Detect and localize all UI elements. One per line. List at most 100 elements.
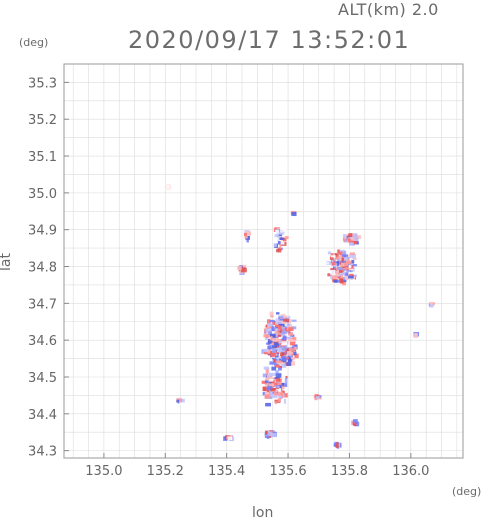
radar-echo-cell bbox=[274, 377, 279, 380]
radar-echo-cell bbox=[271, 345, 277, 348]
radar-echo-cell bbox=[281, 382, 285, 387]
radar-echo-cell bbox=[270, 388, 276, 392]
x-tick-label: 135.4 bbox=[208, 464, 245, 479]
plot-frame bbox=[63, 63, 464, 459]
x-axis-unit: (deg) bbox=[452, 485, 482, 498]
radar-echo-cell bbox=[273, 385, 277, 390]
radar-echo-cell bbox=[286, 337, 289, 342]
radar-echo-cell bbox=[288, 332, 293, 336]
radar-echo-cell bbox=[287, 319, 292, 324]
radar-echo-cell bbox=[285, 315, 288, 320]
radar-echo-cell bbox=[340, 279, 347, 283]
radar-echo-cell bbox=[271, 393, 278, 399]
radar-echo-cell bbox=[275, 229, 279, 234]
radar-echo-cell bbox=[281, 341, 287, 346]
radar-echo-cell bbox=[327, 251, 332, 255]
radar-echo-cell bbox=[266, 379, 272, 385]
radar-echo-cell bbox=[281, 321, 286, 324]
radar-echo-cell bbox=[347, 258, 350, 264]
radar-echo-cell bbox=[264, 432, 270, 435]
radar-echo-cell bbox=[275, 322, 280, 326]
radar-echo-cell bbox=[286, 321, 289, 324]
radar-echo-cell bbox=[270, 335, 273, 341]
radar-echo-cell bbox=[344, 270, 347, 274]
radar-echo-cell bbox=[281, 384, 285, 389]
radar-echo-cell bbox=[340, 255, 344, 259]
radar-echo-cell bbox=[278, 340, 282, 344]
radar-echo-cell bbox=[266, 375, 272, 380]
radar-echo-cell bbox=[179, 400, 185, 405]
radar-echo-cell bbox=[275, 337, 280, 341]
radar-echo-cell bbox=[276, 386, 279, 392]
radar-echo-cell bbox=[286, 361, 292, 366]
radar-echo-cell bbox=[354, 274, 357, 278]
radar-echo-cell bbox=[276, 233, 281, 238]
radar-echo-cell bbox=[349, 241, 354, 246]
radar-echo-cell bbox=[329, 256, 334, 260]
radar-echo-cell bbox=[271, 326, 275, 331]
radar-echo-cell bbox=[337, 443, 341, 448]
radar-echo-cell bbox=[269, 319, 275, 323]
radar-echo-cell bbox=[353, 423, 356, 426]
radar-echo-cell bbox=[266, 386, 273, 391]
radar-echo-cell bbox=[276, 378, 280, 381]
y-tick-label: 34.5 bbox=[28, 371, 57, 386]
radar-echo-cell bbox=[270, 314, 274, 318]
radar-echo-cell bbox=[342, 276, 346, 280]
radar-echo-cell bbox=[353, 257, 357, 261]
radar-echo-cell bbox=[268, 372, 271, 378]
radar-echo-cell bbox=[275, 345, 280, 350]
radar-echo-cell bbox=[285, 335, 291, 340]
radar-echo-cell bbox=[276, 381, 282, 386]
radar-echo-cell bbox=[292, 336, 297, 341]
radar-echo-cell bbox=[291, 356, 295, 361]
radar-echo-layer bbox=[165, 184, 435, 450]
radar-echo-cell bbox=[277, 397, 282, 403]
radar-echo-cell bbox=[245, 231, 251, 236]
radar-echo-cell bbox=[270, 433, 277, 437]
radar-echo-cell bbox=[263, 333, 269, 338]
radar-echo-cell bbox=[278, 336, 282, 340]
y-tick-label: 35.2 bbox=[28, 113, 57, 128]
radar-echo-cell bbox=[237, 266, 242, 270]
radar-echo-cell bbox=[283, 383, 288, 387]
radar-echo-cell bbox=[353, 264, 357, 267]
radar-echo-cell bbox=[336, 268, 340, 273]
radar-echo-cell bbox=[344, 262, 349, 267]
radar-echo-cell bbox=[289, 361, 296, 366]
y-tick-label: 34.7 bbox=[28, 297, 57, 312]
radar-echo-cell bbox=[278, 231, 284, 235]
radar-echo-cell bbox=[326, 262, 329, 265]
radar-echo-cell bbox=[265, 368, 270, 374]
radar-echo-cell bbox=[240, 267, 247, 273]
radar-echo-cell bbox=[291, 211, 297, 217]
radar-echo-cell bbox=[246, 235, 251, 240]
radar-echo-cell bbox=[265, 328, 272, 332]
radar-echo-cell bbox=[352, 253, 357, 259]
radar-echo-cell bbox=[342, 236, 347, 242]
radar-echo-cell bbox=[276, 312, 280, 315]
radar-echo-cell bbox=[280, 379, 284, 384]
radar-echo-cell bbox=[275, 332, 278, 338]
radar-echo-cell bbox=[269, 396, 276, 401]
radar-echo-cell bbox=[268, 340, 272, 344]
radar-echo-cell bbox=[273, 359, 276, 363]
radar-echo-cell bbox=[273, 243, 277, 247]
radar-echo-cell bbox=[265, 393, 271, 399]
radar-echo-cell bbox=[274, 226, 280, 230]
radar-echo-cell bbox=[274, 237, 280, 241]
radar-echo-cell bbox=[272, 356, 276, 359]
radar-echo-cell bbox=[270, 353, 276, 358]
radar-echo-cell bbox=[278, 367, 282, 371]
radar-echo-cell bbox=[333, 279, 338, 283]
radar-echo-cell bbox=[277, 391, 284, 396]
radar-echo-cell bbox=[268, 431, 273, 437]
radar-echo-cell bbox=[315, 396, 320, 399]
radar-echo-cell bbox=[279, 240, 283, 244]
radar-echo-cell bbox=[278, 394, 283, 399]
radar-echo-cell bbox=[336, 260, 340, 266]
radar-echo-cell bbox=[274, 328, 277, 332]
y-tick-label: 35.0 bbox=[28, 187, 57, 202]
radar-echo-cell bbox=[289, 353, 292, 357]
